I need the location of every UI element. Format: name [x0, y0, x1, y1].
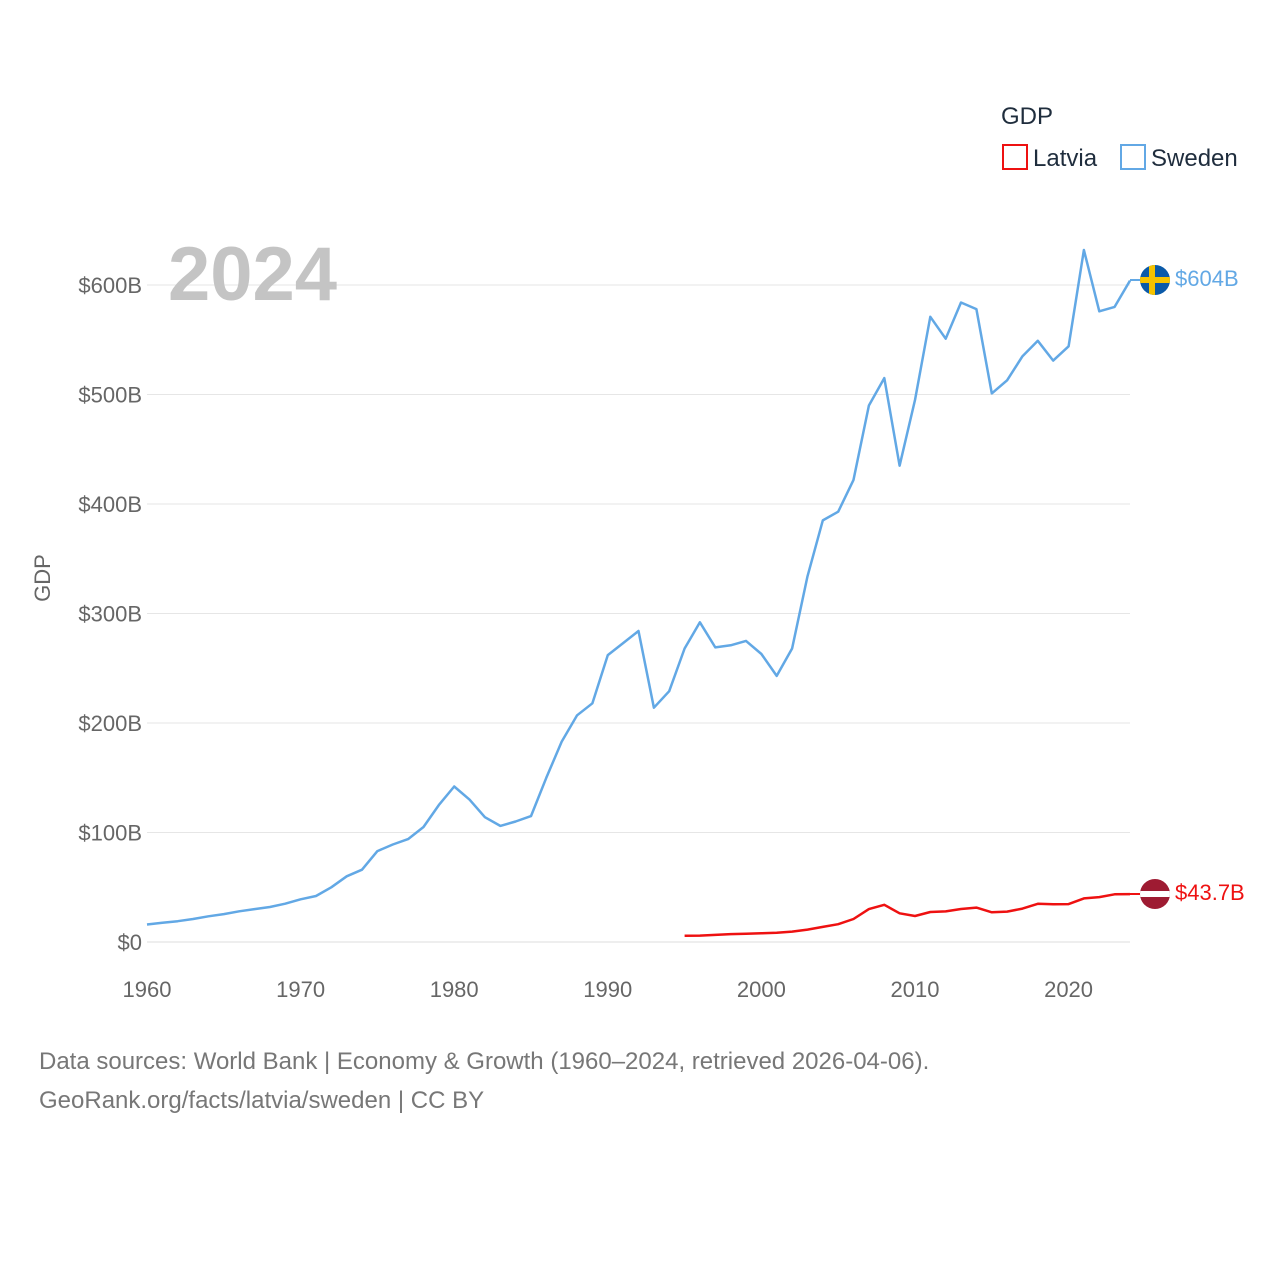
series-lines	[146, 248, 1132, 938]
x-axis-ticks: 1960 1970 1980 1990 2000 2010 2020	[123, 977, 1094, 1002]
y-tick-label: $400B	[78, 492, 142, 517]
legend: GDP Latvia Sweden	[1001, 103, 1238, 172]
year-watermark: 2024	[168, 232, 337, 317]
series-line-sweden[interactable]	[146, 248, 1132, 926]
legend-label-latvia[interactable]: Latvia	[1033, 145, 1098, 172]
legend-label-sweden[interactable]: Sweden	[1151, 145, 1238, 172]
latvia-end-label: $43.7B	[1175, 880, 1245, 905]
x-tick-label: 1970	[276, 977, 325, 1002]
end-markers: $604B $43.7B	[1130, 265, 1245, 909]
x-tick-label: 2000	[737, 977, 786, 1002]
y-tick-label: $600B	[78, 273, 142, 298]
legend-title: GDP	[1001, 103, 1053, 130]
sweden-end-label: $604B	[1175, 266, 1239, 291]
y-axis-ticks: $0 $100B $200B $300B $400B $500B $600B	[78, 273, 142, 955]
x-tick-label: 2020	[1044, 977, 1093, 1002]
sweden-flag-icon	[1140, 265, 1170, 295]
x-tick-label: 1960	[123, 977, 172, 1002]
x-tick-label: 1980	[430, 977, 479, 1002]
latvia-flag-icon	[1140, 879, 1170, 909]
y-tick-label: $500B	[78, 383, 142, 408]
x-tick-label: 2010	[890, 977, 939, 1002]
y-tick-label: $0	[118, 930, 142, 955]
x-tick-label: 1990	[583, 977, 632, 1002]
footer-sources: Data sources: World Bank | Economy & Gro…	[39, 1048, 929, 1075]
legend-swatch-latvia[interactable]	[1002, 144, 1028, 170]
y-axis-label: GDP	[30, 554, 55, 602]
series-line-latvia[interactable]	[684, 892, 1131, 938]
y-tick-label: $200B	[78, 711, 142, 736]
footer-link[interactable]: GeoRank.org/facts/latvia/sweden | CC BY	[39, 1087, 484, 1114]
gridlines	[147, 284, 1130, 943]
y-tick-label: $100B	[78, 821, 142, 846]
y-tick-label: $300B	[78, 602, 142, 627]
legend-swatch-sweden[interactable]	[1120, 144, 1146, 170]
